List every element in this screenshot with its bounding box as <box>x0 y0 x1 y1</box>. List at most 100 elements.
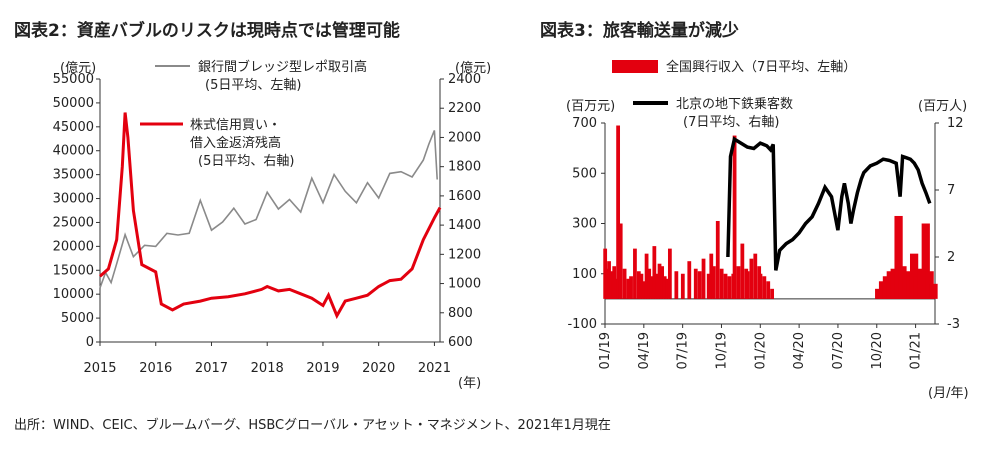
chart2-boxoffice-bar <box>633 248 637 299</box>
chart2-left-unit: (百万元) <box>566 99 616 114</box>
chart2-left-tick-label: 100 <box>572 267 597 282</box>
chart2-right-tick-label: 7 <box>947 183 955 198</box>
chart2-legend-subway-sub: (7日平均、右軸) <box>683 115 779 130</box>
chart2-boxoffice-bar <box>711 266 716 299</box>
chart1-left-unit: (億元) <box>60 61 97 76</box>
chart1-left-tick-label: 40000 <box>53 144 94 159</box>
chart1-left-tick-label: 20000 <box>53 239 94 254</box>
chart2-boxoffice-bar <box>894 215 903 299</box>
chart2-x-tick-label: 01/20 <box>753 332 768 369</box>
chart1-left-tick-label: 55000 <box>53 72 94 87</box>
chart1-left-tick-label: 25000 <box>53 215 94 230</box>
chart2-boxoffice-bar <box>687 261 692 299</box>
chart1-right-tick-label: 1400 <box>448 218 481 233</box>
chart2-boxoffice-bar <box>709 253 714 299</box>
chart1-series-margin-line <box>99 112 442 320</box>
chart2-right-tick-label: 2 <box>947 250 955 265</box>
chart2-boxoffice-bar <box>647 268 652 299</box>
chart1-x-unit: (年) <box>458 376 482 391</box>
chart1-right-tick-label: 2400 <box>448 72 481 87</box>
chart2-boxoffice-bar <box>745 271 750 299</box>
chart2-boxoffice-bar <box>732 135 737 299</box>
chart2-boxoffice-bar <box>766 281 771 299</box>
chart1-x-tick-label: 2016 <box>139 361 172 376</box>
chart1-x-tick-label: 2020 <box>362 361 395 376</box>
chart2-boxoffice-bar <box>715 220 720 299</box>
chart2-x-tick-label: 07/19 <box>676 332 691 369</box>
chart2-boxoffice-bar <box>740 243 745 299</box>
chart2-boxoffice-bar <box>749 258 754 299</box>
chart2-boxoffice-bar <box>674 271 679 299</box>
chart1-right-tick-label: 1200 <box>448 247 481 262</box>
chart2-boxoffice-bar <box>662 276 667 299</box>
chart2-x-tick-label: 04/20 <box>792 332 807 369</box>
chart1-right-tick-label: 1600 <box>448 189 481 204</box>
chart2-boxoffice-bar <box>706 273 711 299</box>
chart1-legend-margin-label2: 借入金返済残高 <box>190 135 281 151</box>
chart2-boxoffice-bar <box>701 258 706 299</box>
chart1-right-tick-label: 1800 <box>448 160 481 175</box>
chart2-x-tick-label: 04/19 <box>637 332 652 369</box>
chart1-legend-margin-label: 株式信用買い・ <box>190 118 281 133</box>
chart1-left-tick-label: 50000 <box>53 96 94 111</box>
chart1-left-tick-label: 5000 <box>61 311 94 326</box>
chart2-boxoffice-bar <box>652 246 657 299</box>
chart2-legend-boxoffice-swatch <box>612 60 658 73</box>
chart2-boxoffice-bar <box>921 223 930 299</box>
chart2-boxoffice-bar <box>762 276 767 299</box>
chart2-legend-boxoffice-label: 全国興行収入（7日平均、左軸） <box>666 59 856 75</box>
chart2-boxoffice-bar <box>649 276 654 299</box>
chart2-boxoffice-bar <box>660 266 665 299</box>
chart2-boxoffice-bar <box>753 253 758 299</box>
chart1-x-tick-label: 2017 <box>195 361 228 376</box>
chart2-right-unit: (百万人) <box>918 99 968 114</box>
chart2-boxoffice-bar <box>636 271 641 299</box>
chart1-left-tick-label: 30000 <box>53 192 94 207</box>
chart2-x-unit: (月/年) <box>928 386 969 401</box>
chart2-x-tick-label: 01/21 <box>909 332 924 369</box>
chart2-boxoffice-bar <box>639 273 644 299</box>
chart2-title: 図表3：旅客輸送量が減少 <box>540 21 739 41</box>
chart2-legend-subway-label: 北京の地下鉄乗客数 <box>676 96 793 112</box>
chart2-right-tick-label: -3 <box>947 317 960 332</box>
chart2-series-subway-line <box>726 136 932 271</box>
chart1-left-tick-label: 0 <box>86 335 94 350</box>
chart2-boxoffice-bar <box>626 278 631 299</box>
chart2-boxoffice-bar <box>657 263 662 299</box>
chart2-left-tick-label: -100 <box>567 317 597 332</box>
chart2-left-tick-label: 700 <box>572 116 597 131</box>
chart1-legend-repo-sub: (5日平均、左軸) <box>205 78 301 93</box>
chart1-right-tick-label: 1000 <box>448 277 481 292</box>
chart2-boxoffice-bar <box>644 253 649 299</box>
chart2-boxoffice-bar <box>622 268 627 299</box>
chart1-left-tick-label: 35000 <box>53 168 94 183</box>
chart2-x-tick-label: 01/19 <box>598 332 613 369</box>
chart1-legend-repo-label: 銀行間ブレッジ型レポ取引高 <box>198 59 367 75</box>
chart1-right-tick-label: 2200 <box>448 101 481 116</box>
chart2-boxoffice-bar <box>629 276 633 299</box>
chart2-right-tick-label: 12 <box>947 116 964 131</box>
chart2-boxoffice-bar <box>613 278 618 299</box>
chart2-boxoffice-bar <box>665 278 670 299</box>
source-note: 出所：WIND、CEIC、ブルームバーグ、HSBCグローバル・アセット・マネジメ… <box>14 418 611 433</box>
chart2-boxoffice-bar <box>655 273 659 299</box>
chart2-x-tick-label: 07/20 <box>831 332 846 369</box>
chart2-boxoffice-bar <box>727 276 732 299</box>
chart1-right-tick-label: 800 <box>448 306 473 321</box>
chart1-left-tick-label: 45000 <box>53 120 94 135</box>
chart2-x-tick-label: 10/20 <box>870 332 885 369</box>
chart2-boxoffice-bar <box>693 268 698 299</box>
chart2-boxoffice-bar <box>680 273 685 299</box>
chart1-right-tick-label: 600 <box>448 335 473 350</box>
chart2-boxoffice-bar <box>758 273 763 299</box>
chart2-boxoffice-bar <box>642 281 646 299</box>
chart2-boxoffice-bar <box>697 271 702 299</box>
chart1-legend-margin-sub: (5日平均、右軸) <box>198 154 294 169</box>
chart2-boxoffice-bar <box>736 266 741 299</box>
chart2-boxoffice-bar <box>618 223 623 299</box>
chart1-title: 図表2：資産バブルのリスクは現時点では管理可能 <box>14 21 400 41</box>
chart1-x-tick-label: 2015 <box>83 361 116 376</box>
chart1-x-tick-label: 2019 <box>306 361 339 376</box>
